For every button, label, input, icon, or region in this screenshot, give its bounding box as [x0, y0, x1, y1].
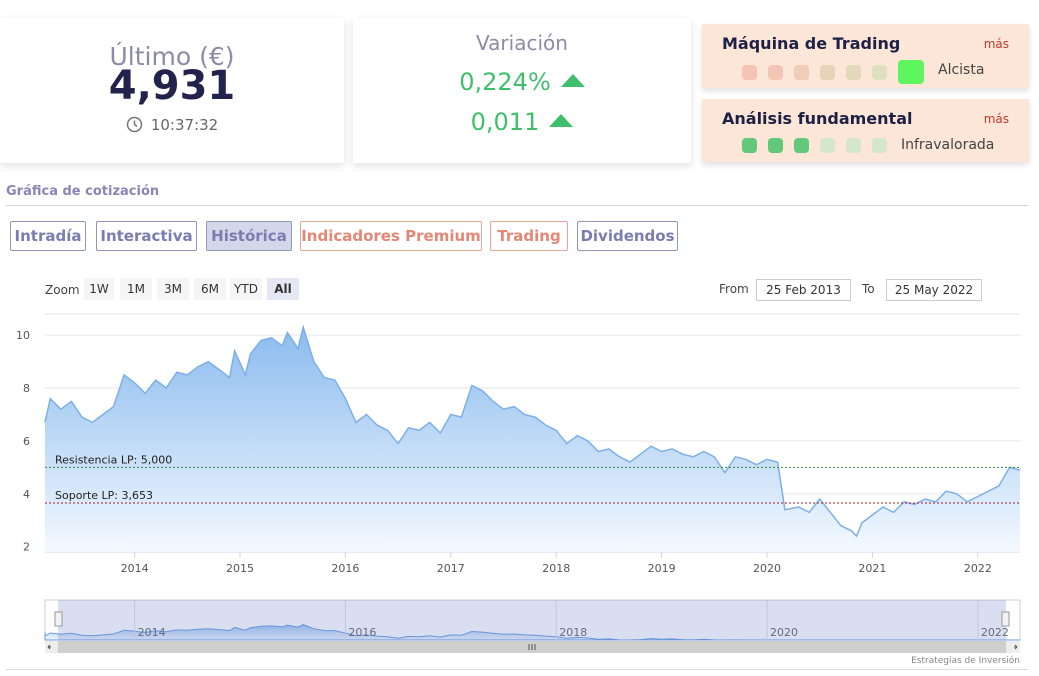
trading-machine-status: Alcista: [938, 62, 985, 78]
chart-credits[interactable]: Estrategias de Inversión: [911, 656, 1020, 666]
x-tick-label: 2017: [437, 562, 465, 575]
variation-pct-row: 0,224%: [353, 68, 691, 96]
zoom-all-button[interactable]: All: [267, 278, 299, 300]
to-label: To: [862, 282, 875, 296]
section-title: Gráfica de cotización: [6, 184, 160, 199]
y-tick-label: 2: [23, 541, 30, 554]
from-date-input[interactable]: 25 Feb 2013: [756, 279, 851, 301]
navigator-selected-range[interactable]: [58, 600, 1006, 640]
section-divider: [6, 205, 1029, 206]
trading-signal-level-1: [742, 64, 757, 80]
x-tick-label: 2020: [753, 562, 781, 575]
trading-signal-level-6: [872, 64, 887, 80]
y-tick-label: 8: [23, 382, 30, 395]
variation-abs: 0,011: [470, 108, 540, 136]
tab-intradia[interactable]: Intradía: [10, 221, 86, 251]
fundamental-status: Infravalorada: [901, 137, 995, 153]
tab-interactiva[interactable]: Interactiva: [96, 221, 197, 251]
scroll-right-icon[interactable]: [1014, 644, 1018, 650]
x-tick-label: 2015: [226, 562, 254, 575]
trading-signal-level-2: [768, 64, 783, 80]
zoom-3m-button[interactable]: 3M: [157, 278, 189, 300]
y-tick-label: 10: [16, 329, 30, 342]
fundamental-more-link[interactable]: más: [983, 112, 1009, 126]
navigator-left-handle[interactable]: [54, 611, 63, 627]
navigator-series: [44, 624, 1020, 641]
zoom-6m-button[interactable]: 6M: [194, 278, 226, 300]
fundamental-level-6: [872, 138, 887, 153]
price-area-fill: [45, 327, 1020, 552]
to-date-input[interactable]: 25 May 2022: [886, 279, 982, 301]
x-tick-label: 2014: [121, 562, 149, 575]
fundamental-analysis-box: Análisis fundamental más Infravalorada: [702, 99, 1029, 162]
fundamental-title: Análisis fundamental: [722, 109, 913, 128]
navigator-tick-label: 2020: [770, 626, 798, 639]
zoom-1w-button[interactable]: 1W: [84, 278, 114, 300]
variation-label: Variación: [476, 31, 568, 55]
x-tick-label: 2021: [858, 562, 886, 575]
fundamental-level-4: [820, 138, 835, 153]
support-label: Soporte LP: 3,653: [55, 489, 153, 502]
fundamental-level-5: [846, 138, 861, 153]
scroll-left-icon[interactable]: [47, 644, 51, 650]
variation-card: Variación 0,224% 0,011: [353, 18, 691, 163]
up-arrow-icon: [549, 114, 574, 127]
fundamental-level-1: [742, 138, 757, 153]
last-price-card: Último (€) 4,931 10:37:32: [0, 18, 344, 163]
x-tick-label: 2018: [542, 562, 570, 575]
up-arrow-icon: [560, 74, 585, 87]
x-tick-label: 2022: [964, 562, 992, 575]
y-tick-label: 4: [23, 488, 30, 501]
trading-signal-level-4: [820, 64, 835, 80]
navigator-tick-label: 2014: [138, 626, 166, 639]
navigator-tick-label: 2022: [981, 626, 1009, 639]
time-text: 10:37:32: [150, 116, 219, 134]
y-tick-label: 6: [23, 435, 30, 448]
zoom-1m-button[interactable]: 1M: [120, 278, 152, 300]
zoom-ytd-button[interactable]: YTD: [230, 278, 262, 300]
resistance-label: Resistencia LP: 5,000: [55, 453, 172, 466]
last-update-time: 10:37:32: [0, 116, 344, 134]
price-line[interactable]: [44, 324, 1021, 538]
x-tick-label: 2019: [648, 562, 676, 575]
zoom-label: Zoom: [45, 283, 80, 297]
tab-indicadores-premium[interactable]: Indicadores Premium: [300, 221, 482, 251]
variation-pct: 0,224%: [459, 68, 551, 96]
trading-machine-title: Máquina de Trading: [722, 34, 901, 53]
fundamental-level-3: [794, 138, 809, 153]
trading-signal-level-3: [794, 64, 809, 80]
tab-historica[interactable]: Histórica: [206, 221, 292, 251]
navigator-tick-label: 2018: [559, 626, 587, 639]
trading-machine-more-link[interactable]: más: [983, 37, 1009, 51]
trading-machine-box: Máquina de Trading más Alcista: [702, 24, 1029, 88]
trading-signal-level-5: [846, 64, 861, 80]
scrollbar-grip-icon: [528, 644, 536, 650]
navigator-right-handle[interactable]: [1001, 611, 1010, 627]
trading-signal-scale: [742, 60, 935, 84]
clock-icon: [126, 116, 143, 133]
x-tick-label: 2016: [331, 562, 359, 575]
fundamental-scale: [742, 138, 898, 153]
bottom-divider: [6, 669, 1029, 670]
tab-trading[interactable]: Trading: [490, 221, 568, 251]
navigator-tick-label: 2016: [348, 626, 376, 639]
variation-abs-row: 0,011: [353, 108, 691, 136]
last-price-value: 4,931: [108, 63, 236, 109]
fundamental-level-2: [768, 138, 783, 153]
from-label: From: [719, 282, 749, 296]
tab-dividendos[interactable]: Dividendos: [577, 221, 678, 251]
last-price-label: Último (€): [109, 42, 235, 71]
trading-signal-level-7: [898, 60, 924, 84]
